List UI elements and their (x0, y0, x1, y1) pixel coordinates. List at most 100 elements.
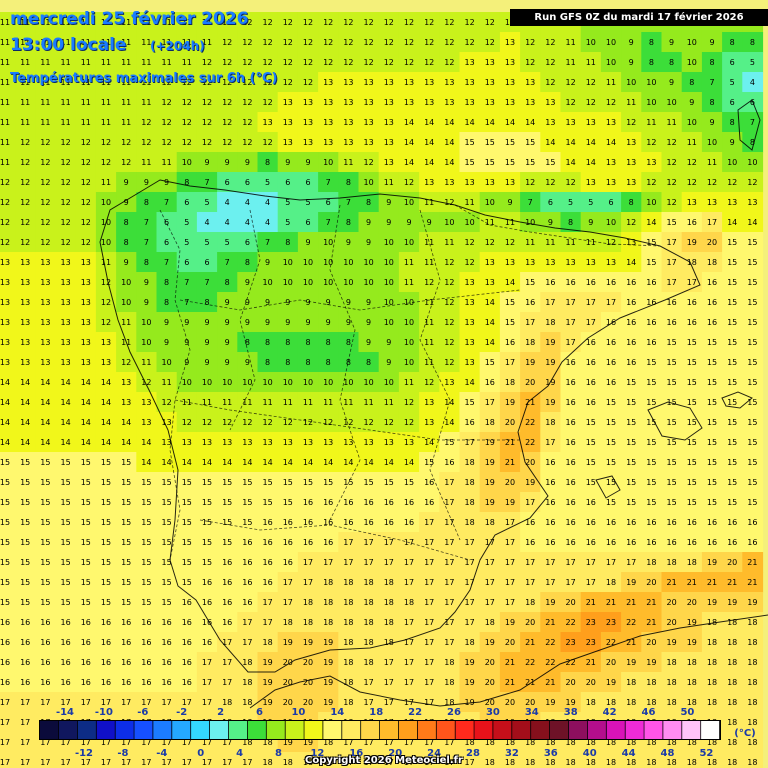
temperature-value: 17 (384, 698, 394, 707)
temperature-value: 21 (606, 598, 616, 607)
temperature-value: 12 (343, 58, 353, 67)
temperature-cell (580, 392, 602, 413)
temperature-cell (398, 432, 420, 453)
temperature-value: 14 (465, 118, 475, 127)
temperature-cell (722, 632, 743, 653)
temperature-cell (156, 192, 178, 213)
temperature-cell (297, 752, 319, 768)
temperature-cell (318, 692, 339, 713)
temperature-cell (75, 72, 97, 93)
temperature-value: 15 (182, 538, 192, 547)
temperature-cell (661, 352, 683, 373)
temperature-value: 16 (364, 518, 374, 527)
temperature-cell (641, 432, 663, 453)
temperature-cell (136, 352, 158, 373)
temperature-cell (580, 192, 602, 213)
temperature-cell (217, 572, 238, 593)
temperature-value: 12 (222, 78, 232, 87)
temperature-value: 12 (263, 418, 273, 427)
temperature-value: 13 (424, 98, 434, 107)
temperature-cell (722, 372, 743, 393)
temperature-cell (621, 52, 642, 73)
temperature-value: 9 (124, 198, 129, 207)
temperature-value: 18 (687, 678, 697, 687)
temperature-value: 17 (424, 578, 434, 587)
temperature-cell (338, 632, 360, 653)
temperature-value: 11 (667, 118, 677, 127)
temperature-cell (499, 412, 521, 433)
temperature-cell (419, 112, 440, 133)
temperature-value: 19 (465, 658, 475, 667)
temperature-cell (15, 212, 36, 233)
temperature-cell (378, 672, 400, 693)
temperature-cell (338, 152, 360, 173)
temperature-cell (540, 232, 562, 253)
temperature-cell (621, 392, 642, 413)
temperature-cell (661, 632, 683, 653)
temperature-value: 13 (81, 318, 91, 327)
temperature-value: 15 (182, 558, 192, 567)
temperature-value: 17 (222, 738, 232, 747)
temperature-cell (196, 232, 218, 253)
temperature-cell (196, 132, 218, 153)
temperature-value: 15 (121, 598, 131, 607)
temperature-value: 18 (646, 738, 656, 747)
legend-swatch (701, 721, 720, 739)
temperature-value: 14 (727, 218, 737, 227)
temperature-value: 13 (485, 258, 495, 267)
temperature-cell (439, 92, 461, 113)
temperature-cell (196, 112, 218, 133)
temperature-value: 9 (225, 158, 230, 167)
temperature-cell (136, 32, 158, 53)
temperature-value: 6 (548, 198, 553, 207)
temperature-cell (136, 272, 158, 293)
temperature-cell (499, 372, 521, 393)
temperature-cell (55, 112, 77, 133)
temperature-value: 11 (141, 98, 151, 107)
temperature-cell (35, 12, 57, 33)
temperature-value: 16 (242, 578, 252, 587)
iberia-coastline (99, 179, 701, 673)
temperature-cell (681, 652, 703, 673)
temperature-value: 18 (485, 518, 495, 527)
temperature-cell (479, 292, 501, 313)
temperature-value: 15 (747, 298, 757, 307)
temperature-cell (479, 312, 501, 333)
legend-swatch (40, 721, 59, 739)
temperature-value: 7 (164, 198, 169, 207)
temperature-cell (681, 172, 703, 193)
temperature-value: 10 (283, 378, 293, 387)
temperature-value: 10 (646, 78, 656, 87)
legend-swatch (361, 721, 380, 739)
temperature-value: 15 (747, 458, 757, 467)
legend-bottom-label: 20 (388, 748, 402, 759)
temperature-cell (257, 612, 279, 633)
temperature-cell (701, 672, 723, 693)
temperature-cell (358, 272, 380, 293)
temperature-value: 17 (465, 438, 475, 447)
temperature-cell (176, 272, 198, 293)
temperature-cell (35, 312, 57, 333)
temperature-value: 17 (444, 598, 454, 607)
legend-swatch (342, 721, 361, 739)
temperature-value: 15 (0, 578, 10, 587)
temperature-cell (116, 372, 137, 393)
temperature-cell (742, 492, 764, 513)
temperature-cell (600, 552, 622, 573)
temperature-cell (479, 592, 501, 613)
temperature-cell (75, 12, 97, 33)
temperature-cell (681, 212, 703, 233)
temperature-value: 12 (606, 238, 616, 247)
temperature-cell (15, 92, 36, 113)
temperature-value: 18 (586, 698, 596, 707)
temperature-cell (661, 312, 683, 333)
temperature-cell (479, 132, 501, 153)
temperature-value: 12 (727, 178, 737, 187)
temperature-value: 12 (263, 58, 273, 67)
temperature-cell (419, 552, 440, 573)
temperature-value: 17 (566, 318, 576, 327)
temperature-value: 14 (20, 378, 30, 387)
temperature-cell (15, 552, 36, 573)
temperature-value: 13 (283, 438, 293, 447)
temperature-cell (358, 352, 380, 373)
